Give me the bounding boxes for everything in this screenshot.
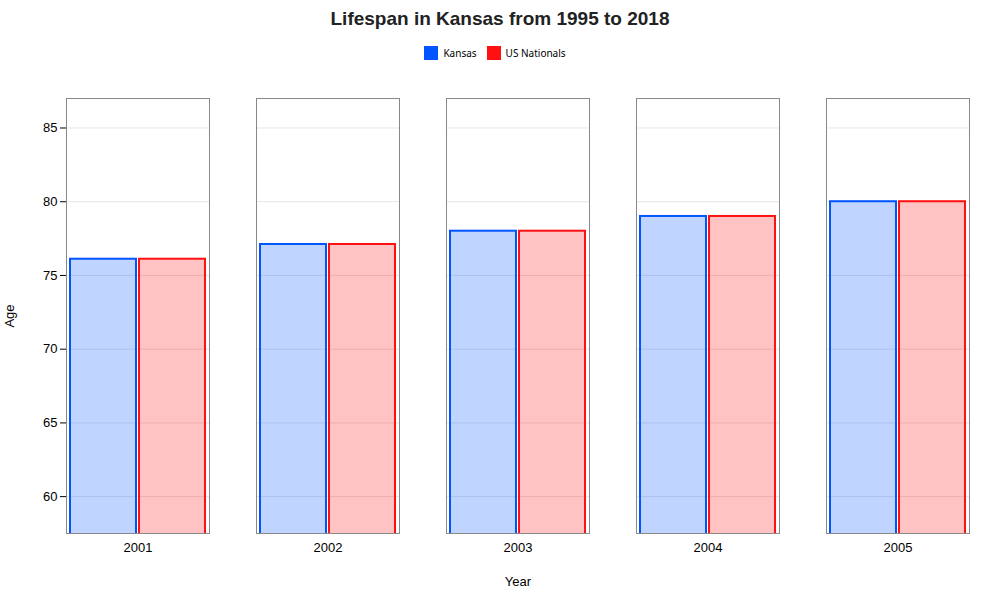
svg-text:2001: 2001 bbox=[124, 540, 153, 555]
html-text:US Nationals: US Nationals bbox=[505, 45, 566, 60]
svg-text:Age: Age bbox=[2, 304, 17, 327]
svg-text:70: 70 bbox=[43, 341, 57, 356]
svg-text:2004: 2004 bbox=[694, 540, 723, 555]
html-text:Kansas: Kansas bbox=[443, 45, 477, 60]
svg-text:80: 80 bbox=[43, 194, 57, 209]
svg-text:2002: 2002 bbox=[314, 540, 343, 555]
svg-text:2005: 2005 bbox=[884, 540, 913, 555]
svg-text:75: 75 bbox=[43, 268, 57, 283]
html-text:Lifespan in Kansas from 1995 t: Lifespan in Kansas from 1995 to 2018 bbox=[330, 8, 670, 29]
svg-text:65: 65 bbox=[43, 415, 57, 430]
svg-text:60: 60 bbox=[43, 489, 57, 504]
svg-text:85: 85 bbox=[43, 120, 57, 135]
svg-text:2003: 2003 bbox=[504, 540, 533, 555]
svg-text:Year: Year bbox=[505, 574, 532, 589]
